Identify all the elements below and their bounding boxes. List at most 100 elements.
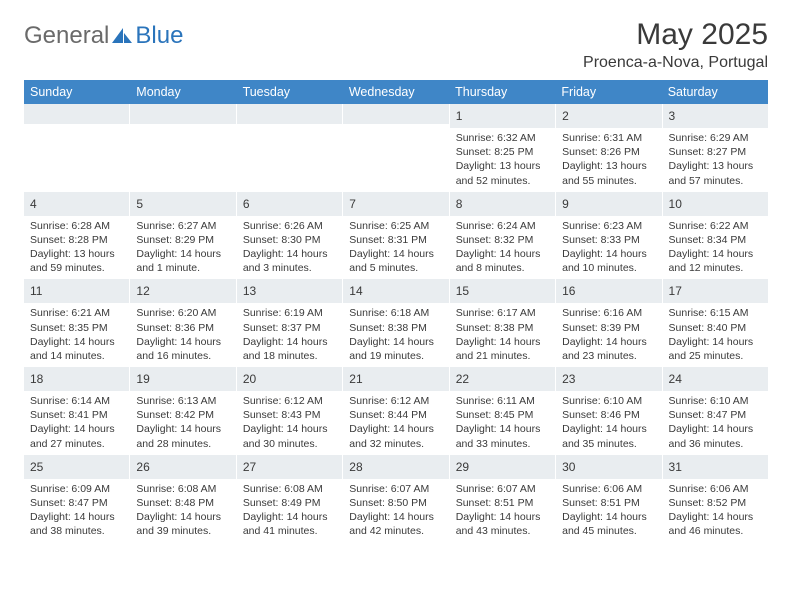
week-row: 18Sunrise: 6:14 AMSunset: 8:41 PMDayligh…	[24, 367, 768, 455]
sunrise-text: Sunrise: 6:12 AM	[243, 394, 336, 408]
sunset-text: Sunset: 8:30 PM	[243, 233, 336, 247]
day-cell: 17Sunrise: 6:15 AMSunset: 8:40 PMDayligh…	[663, 279, 768, 367]
dow-tuesday: Tuesday	[237, 80, 343, 104]
sunrise-text: Sunrise: 6:26 AM	[243, 219, 336, 233]
day-info: Sunrise: 6:19 AMSunset: 8:37 PMDaylight:…	[237, 303, 342, 367]
day-info: Sunrise: 6:23 AMSunset: 8:33 PMDaylight:…	[556, 216, 661, 280]
sunset-text: Sunset: 8:51 PM	[456, 496, 549, 510]
daylight-text: Daylight: 14 hours and 39 minutes.	[136, 510, 229, 538]
sunset-text: Sunset: 8:46 PM	[562, 408, 655, 422]
day-number-row: 1	[450, 104, 555, 128]
day-cell: 22Sunrise: 6:11 AMSunset: 8:45 PMDayligh…	[450, 367, 556, 455]
day-of-week-row: Sunday Monday Tuesday Wednesday Thursday…	[24, 80, 768, 104]
dow-wednesday: Wednesday	[343, 80, 449, 104]
day-cell: 27 Sunrise: 6:08 AMSunset: 8:49 PMDayligh…	[237, 455, 343, 543]
daylight-text: Daylight: 14 hours and 25 minutes.	[669, 335, 762, 363]
sunrise-text: Sunrise: 6:17 AM	[456, 306, 549, 320]
day-number-row: 18	[24, 367, 129, 391]
day-number-row: 12	[130, 279, 235, 303]
day-number-row: 13	[237, 279, 342, 303]
sunset-text: Sunset: 8:49 PM	[243, 496, 336, 510]
day-number-row: 23	[556, 367, 661, 391]
day-cell: 13 Sunrise: 6:19 AMSunset: 8:37 PMDayligh…	[237, 279, 343, 367]
day-number: 10	[669, 197, 682, 211]
day-info: Sunrise: 6:24 AMSunset: 8:32 PMDaylight:…	[450, 216, 555, 280]
daylight-text: Daylight: 14 hours and 16 minutes.	[136, 335, 229, 363]
sunrise-text: Sunrise: 6:08 AM	[243, 482, 336, 496]
daylight-text: Daylight: 14 hours and 43 minutes.	[456, 510, 549, 538]
logo-text-blue: Blue	[135, 22, 183, 50]
sunrise-text: Sunrise: 6:06 AM	[669, 482, 762, 496]
sunrise-text: Sunrise: 6:27 AM	[136, 219, 229, 233]
sunset-text: Sunset: 8:44 PM	[349, 408, 442, 422]
week-row: 11Sunrise: 6:21 AMSunset: 8:35 PMDayligh…	[24, 279, 768, 367]
sunset-text: Sunset: 8:48 PM	[136, 496, 229, 510]
daylight-text: Daylight: 13 hours and 59 minutes.	[30, 247, 123, 275]
day-cell: 30Sunrise: 6:06 AMSunset: 8:51 PMDayligh…	[556, 455, 662, 543]
day-number-row: 29	[450, 455, 555, 479]
day-number: 16	[562, 284, 575, 298]
day-number-row	[343, 104, 448, 124]
day-info: Sunrise: 6:20 AMSunset: 8:36 PMDaylight:…	[130, 303, 235, 367]
daylight-text: Daylight: 14 hours and 38 minutes.	[30, 510, 123, 538]
day-cell: 29Sunrise: 6:07 AMSunset: 8:51 PMDayligh…	[450, 455, 556, 543]
sunset-text: Sunset: 8:50 PM	[349, 496, 442, 510]
weeks-container: 1Sunrise: 6:32 AMSunset: 8:25 PMDaylight…	[24, 104, 768, 542]
day-cell: 10Sunrise: 6:22 AMSunset: 8:34 PMDayligh…	[663, 192, 768, 280]
daylight-text: Daylight: 14 hours and 46 minutes.	[669, 510, 762, 538]
day-number: 2	[562, 109, 569, 123]
day-number: 8	[456, 197, 463, 211]
day-cell: 21Sunrise: 6:12 AMSunset: 8:44 PMDayligh…	[343, 367, 449, 455]
day-number: 25	[30, 460, 43, 474]
day-number: 7	[349, 197, 356, 211]
day-info: Sunrise: 6:17 AMSunset: 8:38 PMDaylight:…	[450, 303, 555, 367]
sunrise-text: Sunrise: 6:06 AM	[562, 482, 655, 496]
day-number-row	[24, 104, 129, 124]
day-info: Sunrise: 6:29 AMSunset: 8:27 PMDaylight:…	[663, 128, 768, 192]
day-info: Sunrise: 6:10 AMSunset: 8:47 PMDaylight:…	[663, 391, 768, 455]
logo-sail-icon	[111, 27, 133, 45]
daylight-text: Daylight: 14 hours and 33 minutes.	[456, 422, 549, 450]
day-cell: 9Sunrise: 6:23 AMSunset: 8:33 PMDaylight…	[556, 192, 662, 280]
week-row: 1Sunrise: 6:32 AMSunset: 8:25 PMDaylight…	[24, 104, 768, 192]
sunrise-text: Sunrise: 6:25 AM	[349, 219, 442, 233]
sunrise-text: Sunrise: 6:22 AM	[669, 219, 762, 233]
dow-friday: Friday	[555, 80, 661, 104]
day-number: 28	[349, 460, 362, 474]
daylight-text: Daylight: 14 hours and 12 minutes.	[669, 247, 762, 275]
day-cell: 5Sunrise: 6:27 AMSunset: 8:29 PMDaylight…	[130, 192, 236, 280]
day-number: 6	[243, 197, 250, 211]
sunrise-text: Sunrise: 6:20 AM	[136, 306, 229, 320]
day-number: 13	[243, 284, 256, 298]
day-cell: 28Sunrise: 6:07 AMSunset: 8:50 PMDayligh…	[343, 455, 449, 543]
day-cell: 31Sunrise: 6:06 AMSunset: 8:52 PMDayligh…	[663, 455, 768, 543]
sunrise-text: Sunrise: 6:10 AM	[669, 394, 762, 408]
page-subtitle: Proenca-a-Nova, Portugal	[583, 54, 768, 72]
sunset-text: Sunset: 8:43 PM	[243, 408, 336, 422]
sunset-text: Sunset: 8:37 PM	[243, 321, 336, 335]
day-cell: 14Sunrise: 6:18 AMSunset: 8:38 PMDayligh…	[343, 279, 449, 367]
sunset-text: Sunset: 8:42 PM	[136, 408, 229, 422]
sunrise-text: Sunrise: 6:23 AM	[562, 219, 655, 233]
day-info: Sunrise: 6:06 AMSunset: 8:51 PMDaylight:…	[556, 479, 661, 543]
day-number-row: 5	[130, 192, 235, 216]
day-cell: 23Sunrise: 6:10 AMSunset: 8:46 PMDayligh…	[556, 367, 662, 455]
day-number-row: 30	[556, 455, 661, 479]
daylight-text: Daylight: 13 hours and 57 minutes.	[669, 159, 762, 187]
day-info: Sunrise: 6:08 AMSunset: 8:49 PMDaylight:…	[237, 479, 342, 543]
sunset-text: Sunset: 8:45 PM	[456, 408, 549, 422]
day-info: Sunrise: 6:28 AMSunset: 8:28 PMDaylight:…	[24, 216, 129, 280]
daylight-text: Daylight: 14 hours and 8 minutes.	[456, 247, 549, 275]
day-number: 27	[243, 460, 256, 474]
day-cell: 18Sunrise: 6:14 AMSunset: 8:41 PMDayligh…	[24, 367, 130, 455]
sunrise-text: Sunrise: 6:19 AM	[243, 306, 336, 320]
sunrise-text: Sunrise: 6:13 AM	[136, 394, 229, 408]
daylight-text: Daylight: 13 hours and 55 minutes.	[562, 159, 655, 187]
day-info: Sunrise: 6:11 AMSunset: 8:45 PMDaylight:…	[450, 391, 555, 455]
day-number-row: 31	[663, 455, 768, 479]
sunset-text: Sunset: 8:41 PM	[30, 408, 123, 422]
day-info: Sunrise: 6:14 AMSunset: 8:41 PMDaylight:…	[24, 391, 129, 455]
sunrise-text: Sunrise: 6:11 AM	[456, 394, 549, 408]
sunset-text: Sunset: 8:29 PM	[136, 233, 229, 247]
day-cell	[343, 104, 449, 192]
